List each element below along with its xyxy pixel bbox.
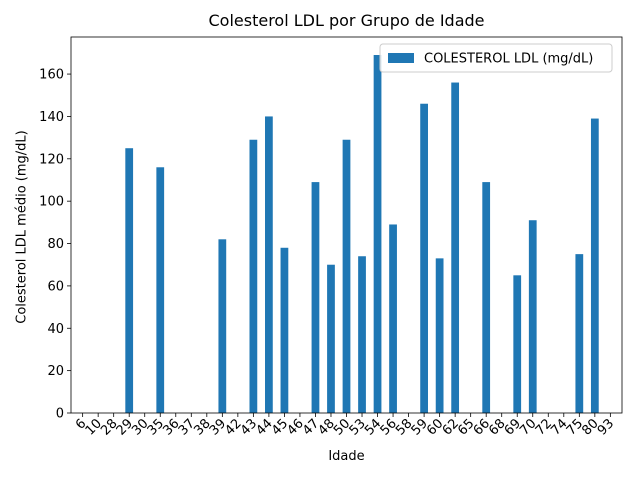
- bars-group: [125, 55, 599, 414]
- bar-80: [590, 118, 599, 414]
- y-tick-label-80: 80: [47, 237, 64, 252]
- bar-75: [575, 254, 584, 413]
- legend: COLESTEROL LDL (mg/dL): [379, 43, 613, 73]
- bar-69: [513, 275, 522, 413]
- bar-39: [218, 239, 227, 413]
- y-tick-label-20: 20: [47, 364, 64, 379]
- y-axis-label: Colesterol LDL médio (mg/dL): [14, 130, 30, 324]
- bar-56: [389, 224, 397, 413]
- y-tick-label-40: 40: [47, 322, 64, 337]
- bar-45: [280, 247, 289, 413]
- bar-54: [373, 55, 382, 413]
- legend-swatch: [388, 53, 414, 63]
- x-axis-label: Idade: [328, 449, 365, 464]
- bar-60: [435, 258, 444, 413]
- bar-43: [249, 139, 258, 414]
- bar-66: [482, 182, 491, 413]
- bar-70: [528, 220, 537, 413]
- chart-title: Colesterol LDL por Grupo de Idade: [208, 11, 485, 30]
- y-tick-label-140: 140: [39, 110, 64, 125]
- legend-label: COLESTEROL LDL (mg/dL): [424, 52, 593, 67]
- y-tick-label-100: 100: [39, 195, 64, 210]
- y-tick-label-0: 0: [56, 407, 64, 422]
- y-tick-label-60: 60: [47, 279, 64, 294]
- bar-62: [451, 82, 460, 413]
- bar-35: [156, 167, 165, 413]
- y-tick-label-120: 120: [39, 152, 64, 167]
- legend-box: [379, 43, 613, 73]
- bar-50: [342, 139, 351, 414]
- bar-53: [358, 256, 366, 413]
- y-tick-label-160: 160: [39, 68, 64, 83]
- bar-29: [125, 148, 134, 413]
- bar-47: [311, 182, 320, 413]
- bar-44: [265, 116, 273, 413]
- bar-48: [327, 264, 335, 413]
- x-tick-label-93: 93: [595, 416, 617, 438]
- bar-59: [420, 103, 428, 413]
